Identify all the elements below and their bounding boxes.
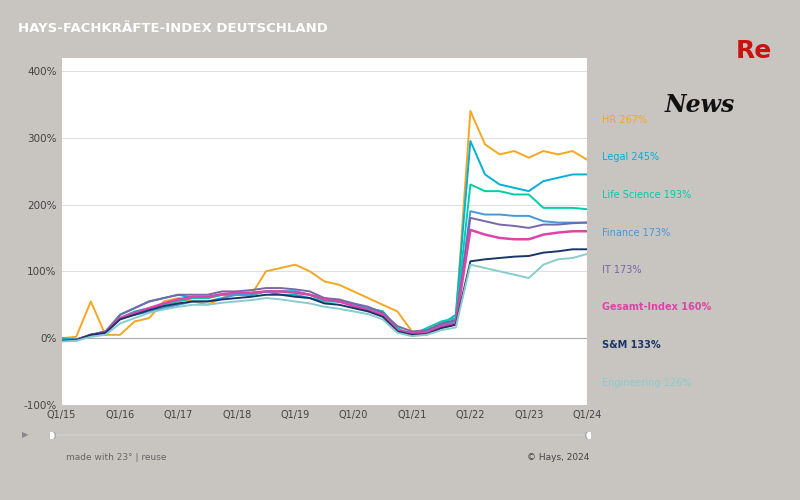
- Text: Life Science 193%: Life Science 193%: [602, 190, 691, 200]
- Text: Re: Re: [736, 40, 772, 64]
- Text: HAYS-FACHKRÄFTE-INDEX DEUTSCHLAND: HAYS-FACHKRÄFTE-INDEX DEUTSCHLAND: [18, 22, 328, 35]
- Text: S&M 133%: S&M 133%: [602, 340, 660, 350]
- Text: © Hays, 2024: © Hays, 2024: [527, 453, 590, 462]
- Text: HR 267%: HR 267%: [602, 115, 646, 125]
- Text: Legal 245%: Legal 245%: [602, 152, 658, 162]
- Text: Engineering 126%: Engineering 126%: [602, 378, 691, 388]
- Text: Gesamt-Index 160%: Gesamt-Index 160%: [602, 302, 711, 312]
- Text: IT 173%: IT 173%: [602, 265, 641, 275]
- Text: News: News: [665, 94, 735, 118]
- Text: made with 23° | reuse: made with 23° | reuse: [66, 453, 166, 462]
- Text: Finance 173%: Finance 173%: [602, 228, 670, 237]
- Text: ▶: ▶: [22, 430, 29, 439]
